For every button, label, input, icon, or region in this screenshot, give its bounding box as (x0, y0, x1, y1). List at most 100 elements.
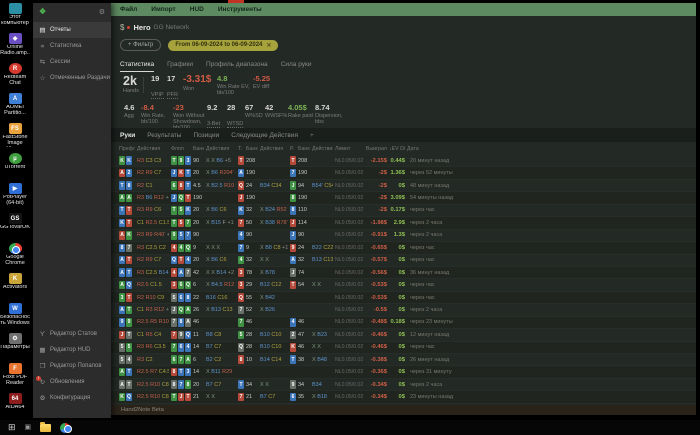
tab-Статистика[interactable]: Статистика (120, 61, 155, 72)
card-chip: 8 (171, 367, 177, 377)
sidebar-item-Отмеченные Раздачи[interactable]: ☆ Отмеченные Раздачи (33, 70, 111, 86)
ev-diff: 0$ (398, 244, 405, 251)
hand-row[interactable]: 5 4 R3 C2 6 7 A 6 B2 C2 8 10 B14 C14 T 38 X B48 NL0.05… (111, 354, 696, 367)
hand-row[interactable]: 3 T R2 R10 C9 5 6 8 22 B16 C16 Q 55 X B42 NL0.05/0.… (111, 291, 696, 305)
stat-VPIP[interactable]: 19 VPIP (151, 75, 164, 101)
action-token: C8 (161, 381, 169, 388)
tab-Графики[interactable]: Графики (167, 61, 193, 68)
menu-HUD[interactable]: HUD (189, 6, 204, 13)
won-amount: -0.5$ (373, 306, 387, 313)
hand-row[interactable]: A T R2 R9 C7 Q T 4 20 X B6 C6 4 32 X X A 32 B13 C13 NL… (111, 255, 696, 267)
desktop-icon[interactable]: ◆Online Radio.amp... (0, 33, 30, 57)
hand-row[interactable]: A T R2.5 R7 C4.5 8 T 3 14 X B11 R29 NL0.05/0.02-… (111, 366, 696, 379)
desktop-icon[interactable]: R Redteam Chat (0, 63, 30, 87)
action-token: C7 (214, 344, 222, 351)
menu-Файл[interactable]: Файл (120, 6, 138, 13)
column-header[interactable]: Р. (290, 146, 295, 152)
desktop-icon[interactable]: µ uTorrent (0, 153, 30, 171)
column-header[interactable]: Банк (193, 146, 204, 152)
hand-row[interactable]: J T C1 R5 C4 7 9 Q 11 B8 C8 5 28 B10 C10 2 47 X B23 NL… (111, 329, 696, 342)
column-header[interactable]: Т. (238, 146, 243, 152)
sidebar-item-Редактор Попапов[interactable]: ❐ Редактор Попапов (33, 358, 111, 374)
column-header[interactable]: Префлоп (119, 146, 135, 152)
report-tab-Результаты[interactable]: Результаты (147, 131, 182, 139)
report-tab-Руки[interactable]: Руки (120, 131, 136, 139)
hand-row[interactable]: K K R3 C3 C3 T 9 3 90 X X B6 +5 T 208 T 208 NL0.05/0… (111, 155, 696, 168)
sidebar-item-Редактор Статов[interactable]: ϒ Редактор Статов (33, 326, 111, 342)
menu-Импорт[interactable]: Импорт (151, 6, 176, 13)
stat-PFR[interactable]: 17 PFR (167, 75, 178, 101)
stat-3-Bet[interactable]: 9.2 3-Bet (207, 104, 221, 130)
card-chip: 8 (185, 380, 191, 389)
desktop-icon[interactable]: Этот компьютер (0, 3, 30, 27)
hand-row[interactable]: K Q R2.5 R10 C8 T J T 21 X X 7 21 B7 C7 6 35 X B18 NL0… (111, 391, 696, 404)
desktop-icon[interactable]: F Foxit PDF Reader (0, 363, 30, 387)
sidebar-item-Отчеты[interactable]: ▤ Отчеты (33, 22, 111, 38)
desktop-icon[interactable]: ⚙ Параметры (0, 333, 30, 351)
file-explorer-icon[interactable] (40, 421, 52, 432)
card-chip: 6 (171, 355, 177, 364)
card-chip: 2 (290, 330, 296, 340)
column-header[interactable]: Действия (137, 146, 161, 152)
stat-WTSD[interactable]: 28 WTSD (227, 104, 244, 130)
column-header[interactable]: Банк (298, 146, 310, 152)
column-header[interactable]: Дата (407, 146, 419, 152)
stat-value: -23 (173, 103, 184, 112)
column-header[interactable]: Действия (312, 146, 333, 152)
drawer-settings-gear-icon[interactable]: ⚙ (98, 8, 105, 16)
column-header[interactable]: Лимит (335, 146, 351, 152)
turn-card: 7 (238, 318, 244, 327)
desktop-icon[interactable]: 64 AIDA64 (0, 393, 30, 411)
column-header[interactable]: Выиграл (365, 146, 387, 152)
column-header[interactable]: Действия (206, 146, 230, 152)
remove-filter-icon[interactable]: ✕ (266, 42, 272, 49)
tab-Сила руки[interactable]: Сила руки (280, 61, 312, 68)
menu-Инструменты[interactable]: Инструменты (217, 6, 262, 13)
sidebar-item-Статистика[interactable]: ∝ Статистика (33, 38, 111, 54)
desktop-icon[interactable]: Google Chrome (0, 243, 30, 267)
sidebar-item-Обновления[interactable]: ↻! Обновления (33, 374, 111, 390)
date-filter-chip[interactable]: From 06-09-2024 to 06-09-2024 ✕ (168, 39, 279, 51)
column-header[interactable]: ↓EV Diff (389, 146, 405, 152)
sidebar-item-Редактор HUD[interactable]: ▦ Редактор HUD (33, 342, 111, 358)
desktop-icon[interactable]: ▶ PotPlayer (64-bit) (0, 183, 30, 207)
add-report-tab-button[interactable]: + (310, 131, 314, 139)
report-tab-Следующие Действия[interactable]: Следующие Действия (231, 131, 299, 139)
card-chip: A (185, 318, 191, 327)
desktop-icon[interactable]: GS GGTovarOK (0, 213, 30, 231)
hand-row[interactable]: A T R2.5 R10 C8 8 7 8 20 B7 C7 T 34 X X 9 34 B34 NL0.0… (111, 379, 696, 392)
flop-actions: B7 C7 (206, 344, 236, 351)
desktop-icon[interactable]: A AOMEI Partitio... (0, 93, 30, 117)
report-tab-Позиции[interactable]: Позиции (193, 131, 220, 139)
chrome-icon[interactable] (60, 422, 72, 433)
desktop-icon[interactable]: K Activators (0, 273, 30, 291)
sidebar-item-Конфигурация[interactable]: ⚙ Конфигурация (33, 390, 111, 406)
river-pot: 208 (298, 157, 308, 164)
column-header[interactable]: Флоп (171, 146, 184, 152)
hand-row[interactable]: 5 5 R3 R6 C3.5 7 6 4 14 B7 C7 Q 28 B10 C10 K 46 X X NL… (111, 341, 696, 354)
limit: NL0.05/0.02 (335, 319, 363, 326)
add-filter-button[interactable]: + Фильтр (120, 39, 162, 51)
sidebar-item-Сессии[interactable]: ⇆ Сессии (33, 54, 111, 70)
pinned-app-icon[interactable]: ▣ (24, 424, 32, 431)
column-header[interactable]: Банк (246, 146, 258, 152)
tab-Профиль диапазона[interactable]: Профиль диапазона (205, 61, 268, 68)
desktop-icon[interactable]: W Безопасность Windows (0, 303, 30, 327)
column-header[interactable]: Действия (260, 146, 284, 152)
start-button[interactable]: ⊞ (8, 422, 16, 432)
flop-actions: B2 C2 (206, 356, 236, 363)
turn-pot: 46 (246, 319, 253, 326)
